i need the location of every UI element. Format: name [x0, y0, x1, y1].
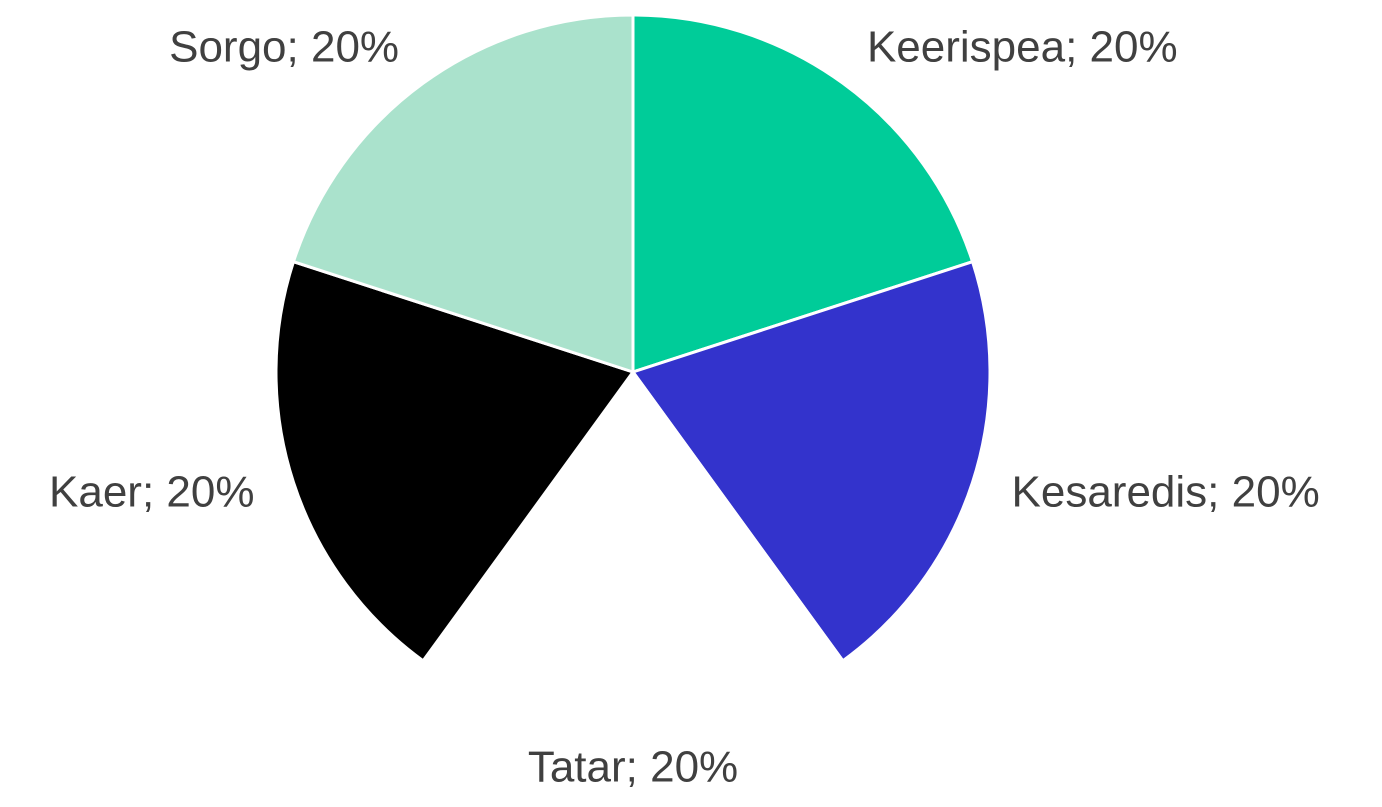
pie-slice	[274, 259, 636, 663]
data-label: Kaer; 20%	[49, 468, 254, 517]
pie-slice	[291, 13, 635, 375]
data-label: Tatar; 20%	[528, 743, 738, 792]
pie-slice	[630, 259, 992, 663]
data-label: Keerispea; 20%	[867, 23, 1178, 72]
pie-slice	[631, 13, 975, 375]
data-label: Kesaredis; 20%	[1012, 468, 1320, 517]
data-label: Sorgo; 20%	[169, 23, 399, 72]
pie-slice	[421, 369, 845, 731]
